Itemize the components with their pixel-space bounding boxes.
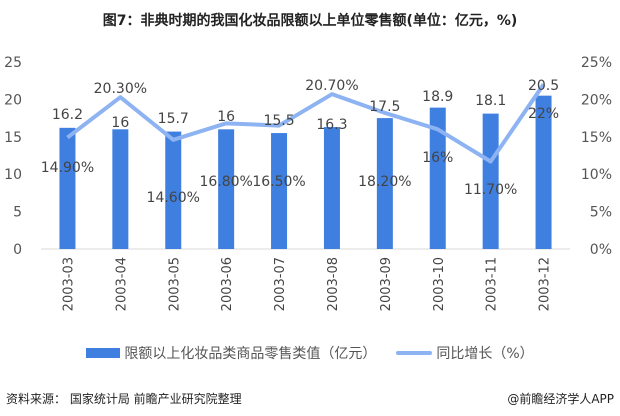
legend-label-bar: 限额以上化妆品类商品零售类值（亿元） xyxy=(124,346,377,362)
x-axis-tick: 2003-12 xyxy=(538,257,553,311)
bar-data-label: 18.9 xyxy=(422,89,453,105)
source-note: 资料来源： 国家统计局 前瞻产业研究院整理 xyxy=(6,392,242,406)
line-data-label: 14.90% xyxy=(41,160,94,176)
right-axis-tick: 20% xyxy=(581,92,612,108)
bar-data-label: 16.2 xyxy=(52,107,83,123)
left-axis-tick: 10 xyxy=(4,167,22,183)
left-axis-tick: 5 xyxy=(13,205,22,221)
bar-data-label: 16 xyxy=(217,109,235,125)
x-axis-tick: 2003-09 xyxy=(379,257,394,311)
legend: 限额以上化妆品类商品零售类值（亿元） 同比增长（%） xyxy=(0,343,620,363)
x-axis-tick: 2003-03 xyxy=(61,257,76,311)
growth-line xyxy=(66,83,546,164)
legend-swatch-bar xyxy=(86,348,121,358)
x-axis-tick: 2003-06 xyxy=(220,257,235,311)
line-data-label: 16% xyxy=(422,150,453,166)
left-axis-tick: 20 xyxy=(4,92,22,108)
bar-data-label: 16 xyxy=(111,115,129,131)
brand-credit: @前瞻经济学人APP xyxy=(507,392,614,406)
bar xyxy=(535,95,552,249)
bar xyxy=(376,118,393,249)
legend-item-bar: 限额以上化妆品类商品零售类值（亿元） xyxy=(86,343,376,363)
bar xyxy=(271,133,288,249)
bar-data-label: 16.3 xyxy=(316,117,347,133)
x-axis-tick: 2003-10 xyxy=(432,257,447,311)
right-axis-tick: 10% xyxy=(581,167,612,183)
line-data-label: 16.50% xyxy=(252,174,305,190)
bar xyxy=(112,129,129,249)
x-axis-tick: 2003-11 xyxy=(485,257,500,311)
line-data-label: 11.70% xyxy=(464,182,517,198)
x-axis-tick: 2003-08 xyxy=(326,257,341,311)
line-data-label: 22% xyxy=(528,106,559,122)
bar xyxy=(323,127,340,249)
x-axis-tick: 2003-05 xyxy=(167,257,182,311)
bar-data-label: 17.5 xyxy=(369,99,400,115)
bar-data-label: 15.5 xyxy=(263,113,294,129)
line-data-label: 14.60% xyxy=(147,190,200,206)
right-axis-tick: 0% xyxy=(590,242,612,258)
bar xyxy=(218,129,235,249)
bar xyxy=(482,113,499,249)
chart-title: 图7：非典时期的我国化妆品限额以上单位零售额(单位：亿元，%) xyxy=(102,13,518,29)
legend-item-line: 同比增长（%） xyxy=(396,343,534,363)
bar xyxy=(165,131,182,249)
line-data-label: 18.20% xyxy=(358,174,411,190)
bar xyxy=(429,107,446,250)
left-axis-tick: 0 xyxy=(13,242,22,258)
x-axis-tick: 2003-04 xyxy=(114,257,129,311)
bar-data-label: 20.5 xyxy=(528,78,559,94)
chart-plot: 0 5 10 15 20 25 0% 5% 10% 15% 20% 25% 2003-03 2003-04… xyxy=(4,55,612,311)
legend-label-line: 同比增长（%） xyxy=(436,346,534,362)
line-data-label: 20.70% xyxy=(305,78,358,94)
x-axis-tick: 2003-07 xyxy=(273,257,288,311)
line-data-label: 16.80% xyxy=(199,174,252,190)
left-axis-tick: 25 xyxy=(4,55,22,71)
bar-data-label: 18.1 xyxy=(475,93,506,109)
left-axis-tick: 15 xyxy=(4,130,22,146)
right-axis-tick: 25% xyxy=(581,55,612,71)
line-data-label: 20.30% xyxy=(94,81,147,97)
bar xyxy=(59,127,76,249)
right-axis-tick: 5% xyxy=(590,205,612,221)
legend-swatch-line xyxy=(396,351,433,355)
bar-data-label: 15.7 xyxy=(158,111,189,127)
right-axis-tick: 15% xyxy=(581,130,612,146)
